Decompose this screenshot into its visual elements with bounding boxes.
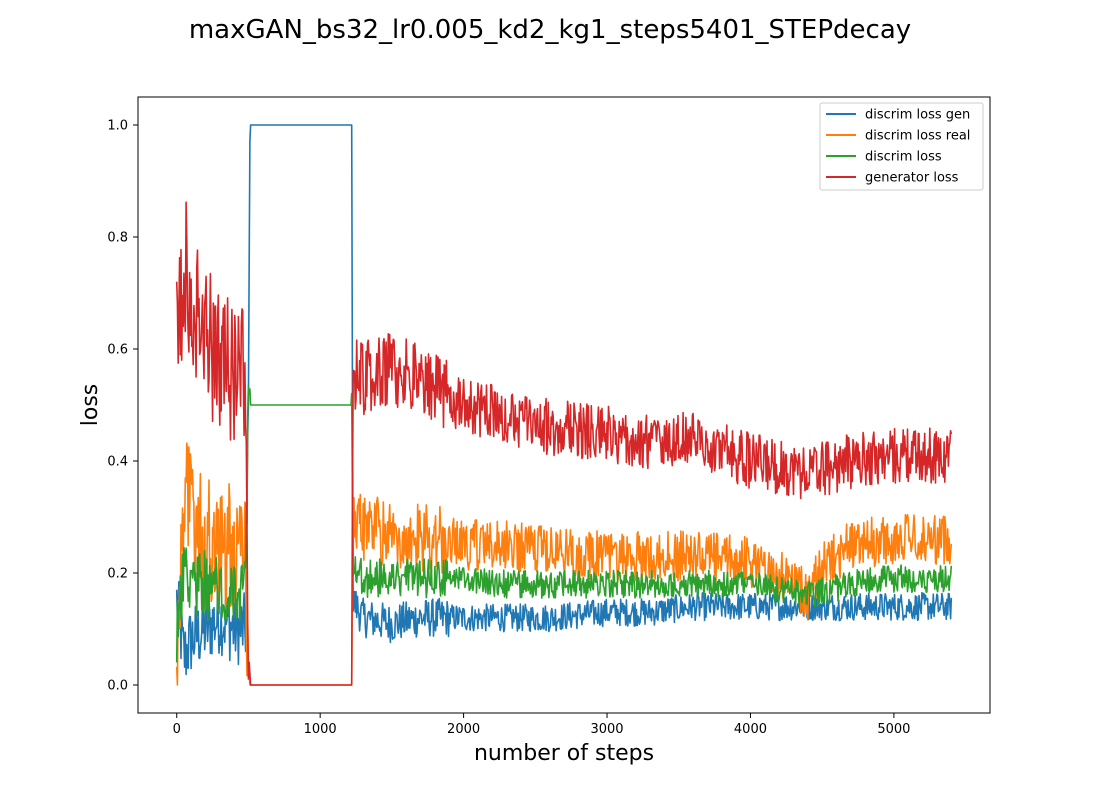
x-tick-label: 3000 xyxy=(590,722,623,737)
y-axis: 0.0 0.2 0.4 0.6 0.8 1.0 xyxy=(107,119,138,694)
y-tick-label: 0.0 xyxy=(107,679,128,694)
x-tick-label: 4000 xyxy=(734,722,767,737)
legend-label: discrim loss xyxy=(865,150,942,165)
x-axis: 0 1000 2000 3000 4000 5000 xyxy=(173,713,910,737)
series-group xyxy=(175,124,953,686)
y-tick-label: 0.8 xyxy=(107,231,128,246)
plot-frame xyxy=(137,96,991,714)
legend-label: discrim loss real xyxy=(865,129,970,144)
x-tick-label: 5000 xyxy=(877,722,910,737)
x-tick-label: 1000 xyxy=(304,722,337,737)
chart-title: maxGAN_bs32_lr0.005_kd2_kg1_steps5401_ST… xyxy=(189,15,911,45)
legend-label: generator loss xyxy=(865,171,959,186)
y-tick-label: 0.4 xyxy=(107,455,128,470)
x-tick-label: 0 xyxy=(173,722,181,737)
series-line-1 xyxy=(175,124,953,676)
y-tick-label: 0.2 xyxy=(107,567,128,582)
series-line-3 xyxy=(175,384,953,663)
series-line-4 xyxy=(175,201,953,686)
y-axis-label: loss xyxy=(78,384,103,427)
legend: discrim loss gen discrim loss real discrim… xyxy=(819,102,984,191)
legend-box xyxy=(819,102,984,191)
x-axis-label: number of steps xyxy=(474,741,654,766)
y-tick-label: 1.0 xyxy=(107,119,128,134)
y-tick-label: 0.6 xyxy=(107,343,128,358)
legend-label: discrim loss gen xyxy=(865,108,970,123)
x-tick-label: 2000 xyxy=(447,722,480,737)
